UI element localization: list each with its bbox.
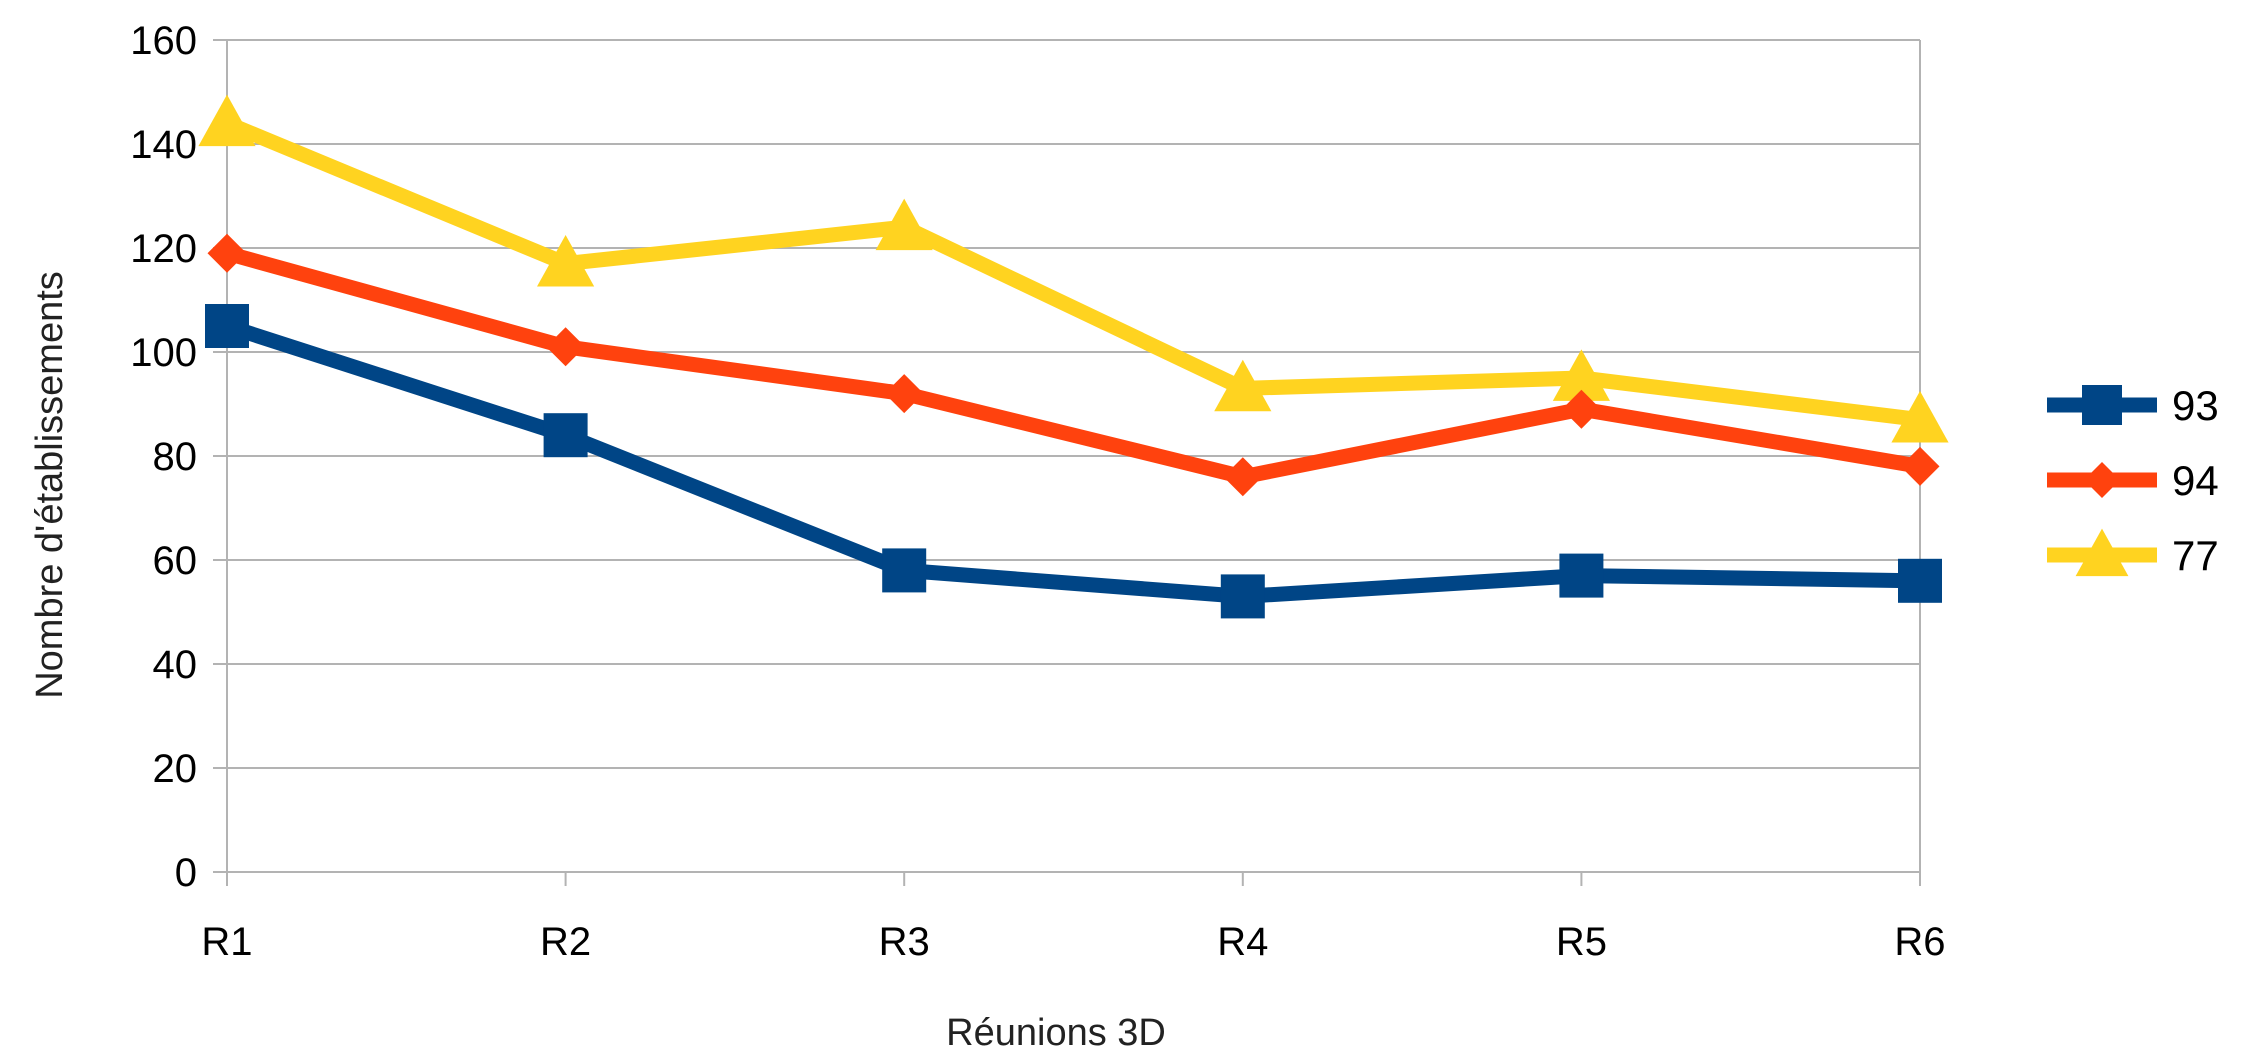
series-77 [198,94,1949,443]
data-point-93 [543,413,588,458]
y-tick-label: 160 [130,19,197,63]
y-tick-label: 140 [130,123,197,167]
x-tick-labels: R1 R2 R3 R4 R5 R6 [201,920,1945,964]
x-tick-label: R3 [879,920,930,964]
data-point-77 [537,235,595,287]
series-line-94 [219,245,1928,485]
series-94 [207,233,1940,497]
y-tick-label: 100 [130,331,197,375]
y-tick-labels: 0 20 40 60 80 100 120 140 160 [130,19,197,895]
data-point-77 [1552,349,1610,401]
legend-label: 77 [2172,532,2219,579]
y-tick-label: 0 [175,851,197,895]
y-axis-title: Nombre d'établissements [29,271,71,699]
x-tick-label: R2 [540,920,591,964]
data-point-77 [1891,391,1949,443]
x-tick-label: R6 [1894,920,1945,964]
legend-item-77: 77 [2047,528,2219,579]
data-point-93 [1220,574,1265,619]
data-point-77 [198,94,256,147]
series-93 [205,304,1942,619]
series-line-77 [219,115,1928,428]
x-tick-label: R1 [201,920,252,964]
x-tick-label: R4 [1217,920,1268,964]
legend-label: 93 [2172,382,2219,429]
legend-item-94: 94 [2047,457,2219,504]
legend-label: 94 [2172,457,2219,504]
data-point-94 [1900,446,1940,486]
legend-marker [2075,528,2129,577]
x-tick-label: R5 [1556,920,1607,964]
y-tick-label: 40 [153,643,198,687]
y-tick-label: 60 [153,539,198,583]
data-point-94 [207,233,247,273]
data-point-77 [875,198,933,251]
data-point-94 [1223,457,1263,497]
data-point-94 [1561,389,1601,429]
legend-marker [2084,462,2120,498]
y-tick-label: 80 [153,435,198,479]
legend-marker [2082,385,2122,425]
y-tick-label: 120 [130,227,197,271]
legend: 93 94 77 [2047,382,2219,579]
series-group [198,94,1949,619]
legend-item-93: 93 [2047,382,2219,429]
data-point-94 [884,374,924,414]
data-point-77 [1214,359,1272,412]
data-point-93 [1559,553,1604,598]
x-axis-title: Réunions 3D [946,1012,1166,1054]
data-point-93 [1898,558,1942,603]
y-tick-label: 20 [153,747,198,791]
axes [213,39,1921,886]
series-line-93 [219,318,1928,604]
data-point-94 [546,327,586,367]
data-point-93 [882,548,927,593]
gridlines [227,39,1920,873]
data-point-93 [205,304,249,348]
